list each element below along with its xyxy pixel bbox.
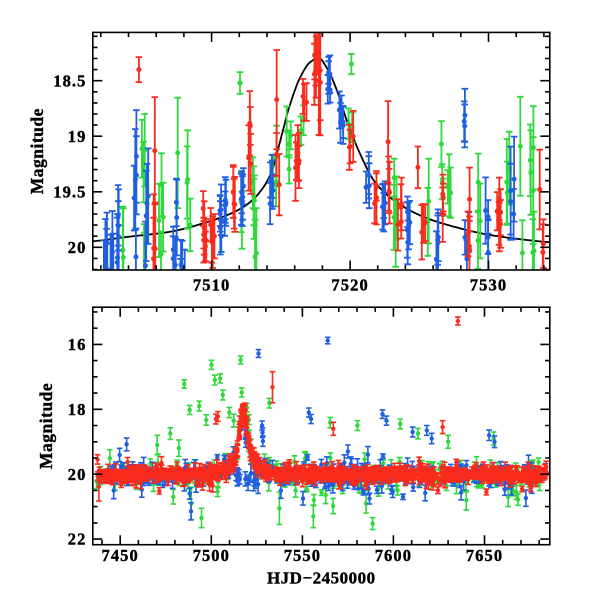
- svg-text:7500: 7500: [193, 546, 230, 565]
- svg-text:7650: 7650: [466, 546, 503, 565]
- svg-text:7520: 7520: [331, 276, 368, 295]
- svg-text:19: 19: [68, 127, 87, 146]
- svg-text:18: 18: [68, 400, 87, 419]
- svg-text:7530: 7530: [470, 276, 507, 295]
- svg-text:20: 20: [68, 465, 87, 484]
- svg-text:18.5: 18.5: [53, 71, 86, 90]
- svg-text:Magnitude: Magnitude: [36, 383, 56, 469]
- svg-text:Magnitude: Magnitude: [27, 108, 47, 194]
- svg-text:7550: 7550: [284, 546, 321, 565]
- svg-text:7600: 7600: [375, 546, 412, 565]
- svg-text:20: 20: [68, 238, 87, 257]
- svg-text:7450: 7450: [101, 546, 138, 565]
- svg-text:22: 22: [68, 530, 87, 549]
- svg-text:HJD−2450000: HJD−2450000: [267, 569, 376, 588]
- svg-text:7510: 7510: [193, 276, 230, 295]
- svg-text:19.5: 19.5: [53, 182, 86, 201]
- svg-text:16: 16: [68, 335, 87, 354]
